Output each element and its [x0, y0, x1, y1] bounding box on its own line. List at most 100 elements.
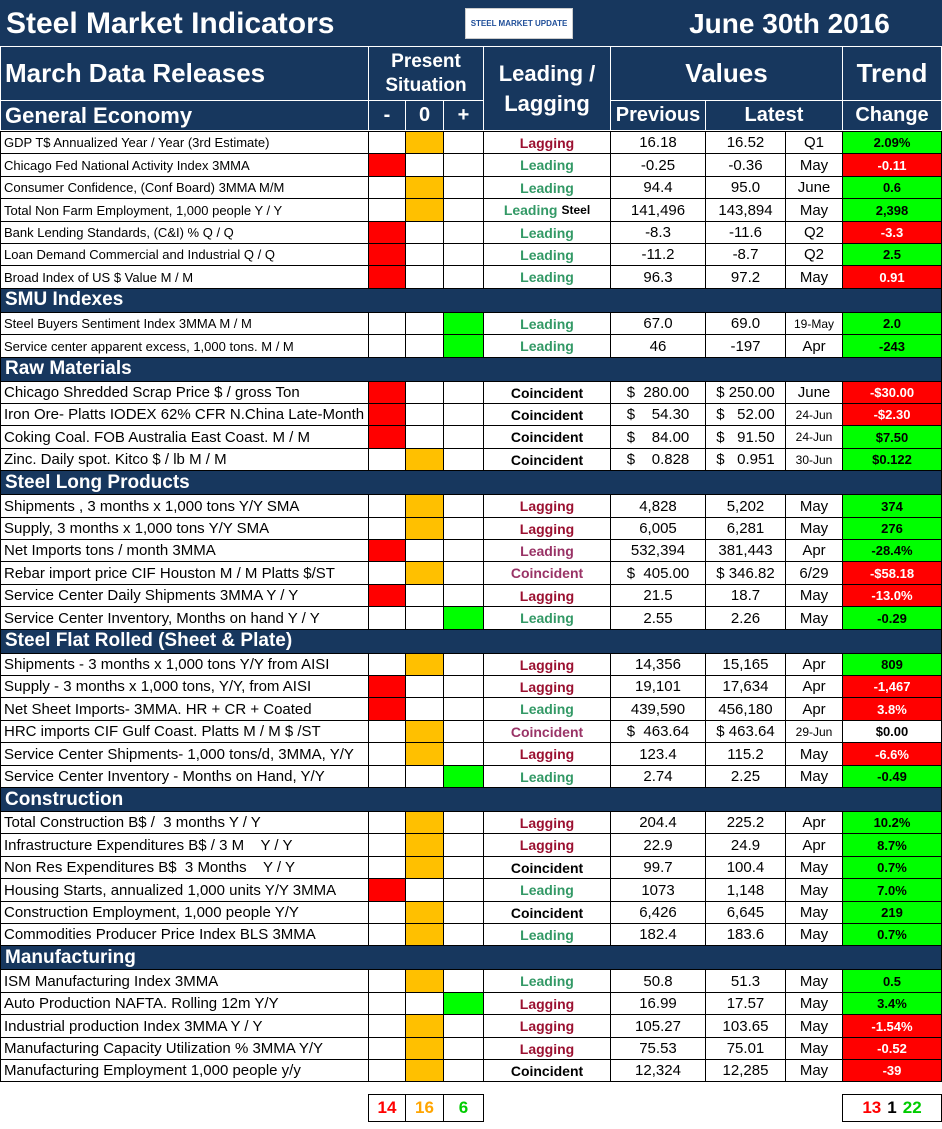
- situation-cell: [405, 1014, 444, 1038]
- previous-value: 6,005: [610, 517, 706, 540]
- latest-value: $ 250.00: [705, 381, 786, 404]
- situation-cell: [405, 198, 444, 222]
- previous-value: -0.25: [610, 153, 706, 177]
- previous-value: -11.2: [610, 243, 706, 266]
- latest-value: 18.7: [705, 584, 786, 607]
- indicator-label: Service Center Shipments- 1,000 tons/d, …: [0, 742, 369, 766]
- type-cell: Lagging: [483, 811, 611, 834]
- situation-cell: [368, 176, 406, 199]
- change-value: -0.29: [842, 606, 942, 630]
- previous-value: 21.5: [610, 584, 706, 607]
- section-title: Steel Flat Rolled (Sheet & Plate): [0, 628, 942, 654]
- previous-value: $ 0.828: [610, 448, 706, 471]
- type-text: Coincident: [510, 723, 584, 740]
- situation-cell: [368, 878, 406, 902]
- period: Apr: [785, 811, 843, 834]
- previous-value: 50.8: [610, 969, 706, 993]
- situation-cell: [405, 856, 444, 879]
- change-value: $0.122: [842, 448, 942, 471]
- latest-value: -0.36: [705, 153, 786, 177]
- situation-cell: [368, 1014, 406, 1038]
- type-cell: Lagging: [483, 494, 611, 518]
- situation-cell: [405, 653, 444, 676]
- situation-cell: [443, 901, 484, 924]
- change-value: -39: [842, 1059, 942, 1082]
- situation-cell: [405, 403, 444, 426]
- indicator-label: Rebar import price CIF Houston M / M Pla…: [0, 561, 369, 585]
- situation-cell: [443, 334, 484, 358]
- latest-value: -197: [705, 334, 786, 358]
- situation-cell: [443, 765, 484, 788]
- situation-cell: [405, 221, 444, 244]
- previous-value: 204.4: [610, 811, 706, 834]
- situation-cell: [443, 923, 484, 946]
- situation-cell: [368, 675, 406, 698]
- change-value: 2.5: [842, 243, 942, 266]
- situation-header: Present Situation: [368, 46, 484, 101]
- indicator-label: Zinc. Daily spot. Kitco $ / lb M / M: [0, 448, 369, 471]
- indicator-label: Housing Starts, annualized 1,000 units Y…: [0, 878, 369, 902]
- latest-value: -11.6: [705, 221, 786, 244]
- period: May: [785, 992, 843, 1015]
- situation-cell: [368, 221, 406, 244]
- situation-cell: [405, 265, 444, 289]
- latest-value: 225.2: [705, 811, 786, 834]
- previous-value: 99.7: [610, 856, 706, 879]
- situation-cell: [443, 992, 484, 1015]
- latest-value: $ 91.50: [705, 425, 786, 449]
- type-text: Coincident: [510, 384, 584, 401]
- change-value: 2.0: [842, 312, 942, 335]
- type-text: Lagging: [519, 656, 575, 673]
- situation-cell: [405, 901, 444, 924]
- type-cell: Lagging: [483, 1014, 611, 1038]
- change-value: $0.00: [842, 720, 942, 743]
- situation-cell: [368, 198, 406, 222]
- situation-cell: [405, 811, 444, 834]
- type-text: Leading: [520, 973, 574, 989]
- section-title: Steel Long Products: [0, 470, 942, 496]
- situation-count: 6: [443, 1094, 484, 1122]
- period: May: [785, 1059, 843, 1082]
- change-value: 3.8%: [842, 697, 942, 721]
- change-value: -$2.30: [842, 403, 942, 426]
- period: May: [785, 1037, 843, 1060]
- situation-cell: [405, 1059, 444, 1082]
- situation-cell: [443, 811, 484, 834]
- change-value: -1.54%: [842, 1014, 942, 1038]
- type-cell: Lagging: [483, 653, 611, 676]
- situation-cell: [443, 742, 484, 766]
- latest-value: 381,443: [705, 539, 786, 562]
- situation-cell: [405, 494, 444, 518]
- trend-count: 13: [862, 1098, 882, 1117]
- period: Apr: [785, 539, 843, 562]
- type-cell: Leading: [483, 312, 611, 335]
- type-cell: Coincident: [483, 901, 611, 924]
- type-cell: Lagging: [483, 992, 611, 1015]
- situation-cell: [405, 381, 444, 404]
- latest-value: 100.4: [705, 856, 786, 879]
- type-text: Coincident: [510, 451, 584, 468]
- type-text: Leading: [520, 926, 574, 943]
- type-text: Leading: [520, 179, 574, 196]
- situation-cell: [405, 584, 444, 607]
- trend-counts: 13 1 22: [842, 1094, 942, 1122]
- section-title: General Economy: [0, 100, 369, 131]
- indicator-label: Construction Employment, 1,000 people Y/…: [0, 901, 369, 924]
- situation-cell: [405, 153, 444, 177]
- latest-value: 6,281: [705, 517, 786, 540]
- type-cell: Leading: [483, 765, 611, 788]
- indicator-label: Manufacturing Capacity Utilization % 3MM…: [0, 1037, 369, 1060]
- situation-cell: [443, 312, 484, 335]
- type-text: Coincident: [510, 1062, 584, 1079]
- change-value: 7.0%: [842, 878, 942, 902]
- latest-value: 16.52: [705, 131, 786, 154]
- situation-cell: [443, 425, 484, 449]
- plus-header: +: [443, 100, 484, 131]
- situation-cell: [368, 697, 406, 721]
- situation-cell: [405, 517, 444, 540]
- situation-cell: [443, 878, 484, 902]
- latest-value: $ 463.64: [705, 720, 786, 743]
- previous-value: 96.3: [610, 265, 706, 289]
- period: May: [785, 606, 843, 630]
- change-value: -0.11: [842, 153, 942, 177]
